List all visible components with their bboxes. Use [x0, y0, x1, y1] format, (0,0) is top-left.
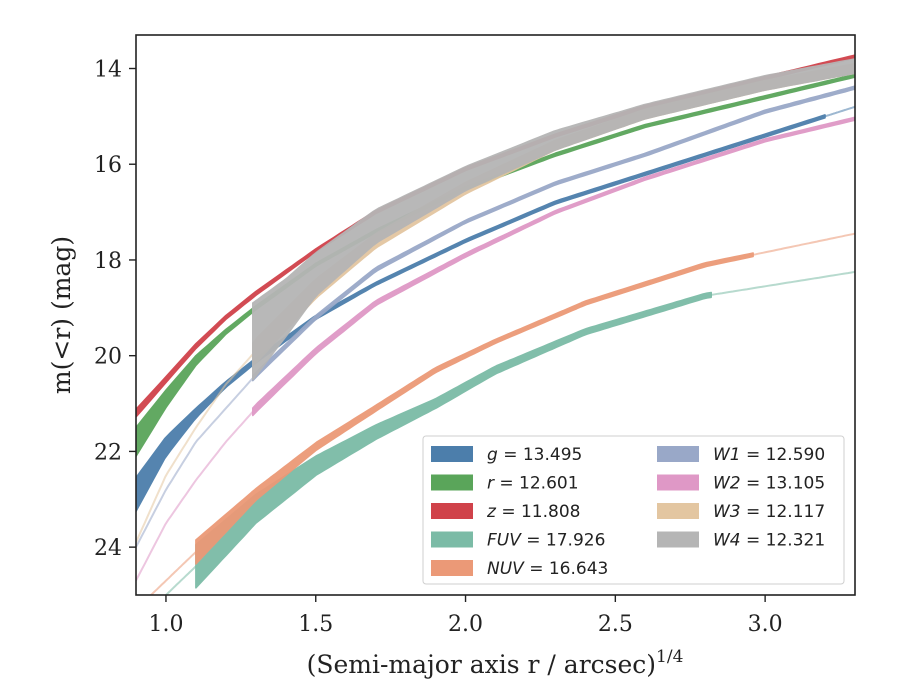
y-tick-label: 24: [94, 536, 122, 561]
x-tick-label: 1.5: [298, 612, 333, 637]
legend-label-g: g = 13.495: [487, 445, 582, 465]
series-fuv: [164, 270, 855, 595]
legend-swatch-fuv: [431, 531, 473, 548]
x-axis-label-exponent: 1/4: [656, 647, 683, 667]
legend-label-w1: W1 = 12.590: [713, 445, 825, 465]
y-axis-ticks: 14 16 18 20 22 24: [94, 58, 136, 561]
legend-swatch-z: [431, 503, 473, 519]
series-z-band: [136, 54, 855, 418]
series-fuv-band: [195, 291, 712, 589]
series-nuv: [149, 232, 855, 595]
x-axis-label: (Semi-major axis r / arcsec)1/4: [307, 647, 684, 679]
x-axis-ticks: 1.0 1.5 2.0 2.5 3.0: [148, 595, 783, 637]
legend-swatch-w3: [657, 503, 699, 519]
series-nuv-band: [195, 252, 754, 565]
legend-label-fuv: FUV = 17.926: [487, 531, 605, 551]
series-g-faint-outer: [824, 105, 855, 118]
x-tick-label: 3.0: [748, 612, 783, 637]
y-tick-label: 16: [94, 153, 122, 178]
series-w2-faint-inner: [136, 411, 254, 582]
series-w2-band: [252, 116, 855, 417]
legend-swatch-w1: [657, 446, 699, 462]
legend-label-w4: W4 = 12.321: [713, 531, 825, 551]
series-w3-faint-inner: [136, 353, 254, 543]
legend-label-w2: W2 = 13.105: [713, 474, 825, 494]
legend-label-nuv: NUV = 16.643: [487, 559, 608, 579]
x-tick-label: 1.0: [148, 612, 183, 637]
series-w1-faint-inner: [136, 377, 254, 548]
legend-label-r: r = 12.601: [487, 474, 579, 494]
series-w4: [252, 58, 855, 381]
series-fuv-faint-outer: [711, 270, 855, 296]
series-g-band: [136, 114, 826, 512]
x-tick-label: 2.5: [598, 612, 633, 637]
series-g: [136, 105, 855, 512]
series-z: [136, 54, 855, 418]
series-w4-band: [252, 58, 855, 381]
series-fuv-faint-inner: [164, 565, 197, 595]
series-nuv-faint-outer: [752, 232, 855, 256]
y-tick-label: 18: [94, 249, 122, 274]
legend-label-w3: W3 = 12.117: [713, 502, 825, 522]
legend-swatch-g: [431, 446, 473, 462]
y-tick-label: 22: [94, 440, 122, 465]
legend: g = 13.495 r = 12.601 z = 11.808 FUV = 17.9…: [422, 435, 845, 585]
series-r: [136, 73, 855, 457]
series-nuv-faint-inner: [149, 551, 197, 595]
legend-swatch-r: [431, 474, 473, 491]
legend-label-z: z = 11.808: [486, 502, 580, 522]
series-w2: [136, 116, 855, 582]
series-r-band: [136, 73, 855, 457]
legend-frame: [422, 435, 845, 585]
legend-swatch-nuv: [431, 560, 473, 576]
series-layer: [136, 54, 855, 595]
y-axis-label: m(<r) (mag): [47, 236, 76, 394]
plot-frame: [135, 34, 856, 596]
legend-swatch-w2: [657, 474, 699, 491]
series-w1-band: [252, 85, 855, 382]
legend-swatch-w4: [657, 531, 699, 548]
y-tick-label: 14: [94, 58, 122, 83]
x-tick-label: 2.0: [448, 612, 483, 637]
series-w1: [136, 85, 855, 548]
y-tick-label: 20: [94, 345, 122, 370]
